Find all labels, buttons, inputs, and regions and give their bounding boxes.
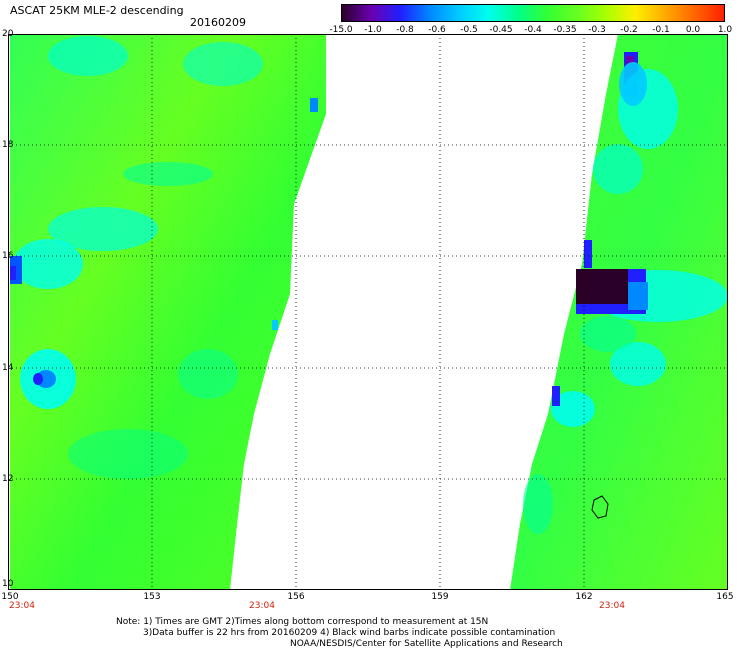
time-label: 23:04 [599,601,625,611]
colorbar [341,4,725,22]
lat-label-18: 18 [2,140,14,150]
colorbar-tick-label: -0.35 [553,25,577,35]
lat-label-20: 20 [2,29,14,39]
footer-note-1: Note: 1) Times are GMT 2)Times along bot… [116,617,489,627]
colorbar-tick-label: -0.45 [489,25,513,35]
lat-label-12: 12 [2,474,14,484]
map-date: 20160209 [190,16,246,29]
colorbar-tick-label: -0.6 [428,25,446,35]
time-label: 23:04 [249,601,275,611]
colorbar-tick-label: -15.0 [329,25,353,35]
colorbar-tick-label: -0.8 [396,25,414,35]
time-label: 23:04 [9,601,35,611]
map-title: ASCAT 25KM MLE-2 descending [10,4,184,17]
lon-label-153: 153 [143,592,161,602]
lon-label-165: 165 [716,592,734,602]
colorbar-tick-label: -0.5 [460,25,478,35]
lat-label-10: 10 [2,579,14,589]
colorbar-tick-label: 1.0 [717,25,733,35]
colorbar-tick-label: -1.0 [364,25,382,35]
colorbar-tick-label: -0.3 [588,25,606,35]
colorbar-tick-label: 0.0 [685,25,701,35]
footer-credit: NOAA/NESDIS/Center for Satellite Applica… [290,639,563,649]
contamination-contour [591,495,609,519]
map-grid [8,34,728,590]
colorbar-tick-label: -0.4 [524,25,542,35]
lat-label-16: 16 [2,251,14,261]
lon-label-156: 156 [287,592,305,602]
colorbar-tick-label: -0.1 [652,25,670,35]
lon-label-150: 150 [1,592,19,602]
map-border [8,34,728,590]
footer-note-2: 3)Data buffer is 22 hrs from 20160209 4)… [143,628,556,638]
right-swath [510,34,728,590]
colorbar-tick-label: -0.2 [620,25,638,35]
lon-label-159: 159 [431,592,449,602]
swath-map [8,34,728,590]
lon-label-162: 162 [575,592,593,602]
left-swath [10,34,326,590]
lat-label-14: 14 [2,363,14,373]
